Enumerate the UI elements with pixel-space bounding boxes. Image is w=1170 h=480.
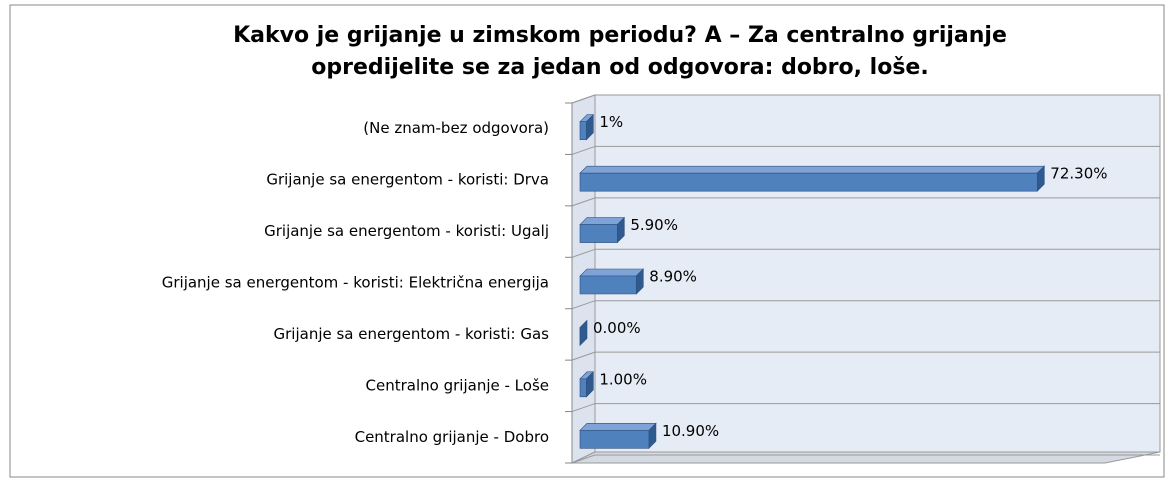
value-label: 72.30% (1050, 165, 1107, 183)
separator (571, 145, 596, 155)
bar (579, 319, 588, 347)
bar-face (579, 378, 587, 398)
value-label: 10.90% (662, 422, 719, 440)
separator (571, 351, 596, 361)
bar-face (579, 224, 618, 243)
bar (579, 113, 595, 141)
bar (579, 165, 1046, 192)
bar-face (579, 165, 1046, 174)
bar-face (579, 217, 626, 225)
category-label: (Ne znam-bez odgovora) (363, 119, 549, 137)
bar-face (579, 275, 637, 295)
category-label: Grijanje sa energentom - koristi: Drva (266, 171, 549, 189)
bar (579, 216, 626, 244)
value-label: 5.90% (630, 216, 678, 234)
floor (571, 451, 1161, 464)
category-label: Grijanje sa energentom - koristi: Ugalj (264, 222, 549, 240)
bar (579, 268, 645, 295)
value-label: 8.90% (649, 268, 697, 286)
category-label: Centralno grijanje - Loše (366, 376, 549, 394)
value-label: 0.00% (593, 319, 641, 337)
bar (579, 422, 657, 450)
value-label: 1% (599, 113, 623, 131)
bar (579, 371, 595, 398)
chart-title: opredijelite se za jedan od odgovora: do… (311, 55, 928, 80)
separator (571, 454, 596, 464)
bar-face (579, 172, 1038, 192)
separator (571, 94, 596, 104)
separator (571, 197, 596, 207)
separator (571, 300, 596, 310)
category-label: Centralno grijanje - Dobro (355, 428, 549, 446)
bar-face (579, 268, 645, 277)
separator (571, 248, 596, 258)
chart-title: Kakvo je grijanje u zimskom periodu? A –… (233, 23, 1007, 48)
category-label: Grijanje sa energentom - koristi: Gas (274, 325, 550, 343)
category-label: Grijanje sa energentom - koristi: Elektr… (162, 274, 549, 292)
bar-face (579, 121, 587, 141)
separator (571, 403, 596, 413)
value-label: 1.00% (599, 370, 647, 388)
bar-face (579, 429, 650, 449)
bar-face (579, 422, 657, 431)
